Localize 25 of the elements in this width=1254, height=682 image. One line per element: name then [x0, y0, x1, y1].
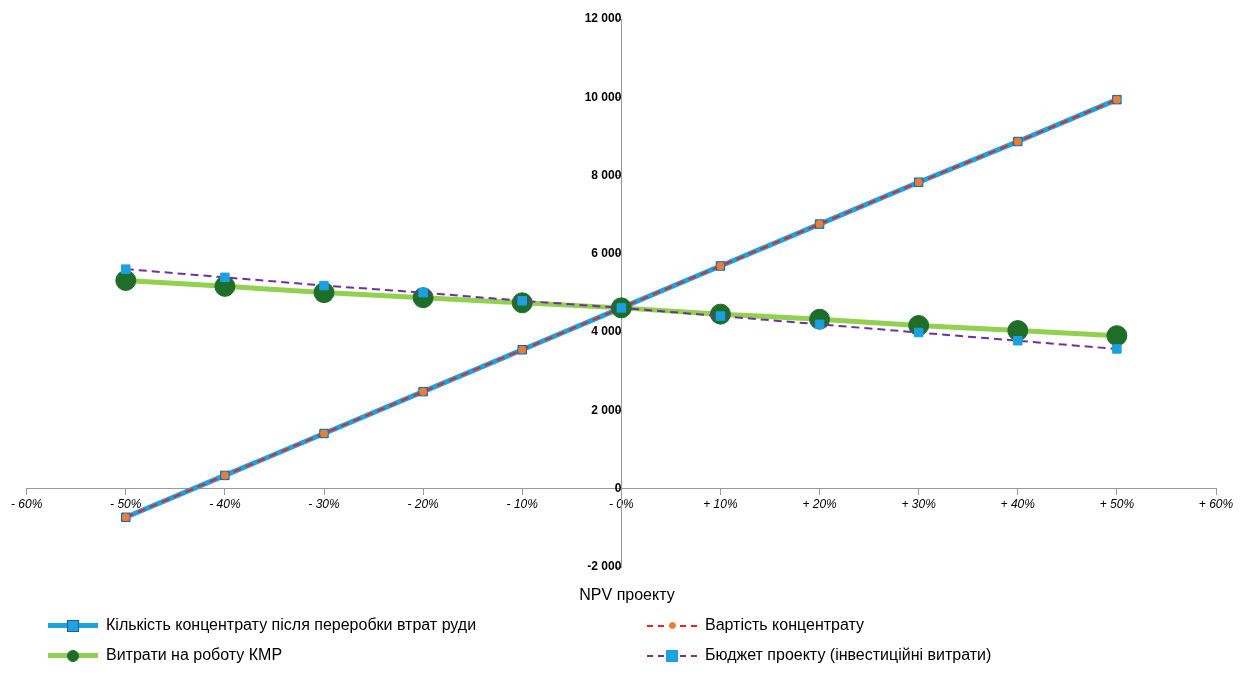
x-tick-label: + 50% — [1099, 497, 1135, 512]
y-tick-label: 0 — [614, 481, 622, 496]
y-tick-label: 2 000 — [591, 402, 622, 417]
x-tick-label: + 30% — [901, 497, 937, 512]
legend-label: Витрати на роботу КМР — [106, 646, 283, 663]
y-tick-label: 6 000 — [591, 246, 622, 261]
x-tick-label: + 20% — [802, 497, 838, 512]
y-tick-label: 10 000 — [584, 89, 622, 104]
x-tick-label: - 10% — [506, 497, 539, 512]
legend-label: Вартість концентрату — [705, 616, 865, 633]
y-tick-label: 12 000 — [584, 11, 622, 26]
x-tick-label: - 30% — [308, 497, 340, 512]
x-axis-title: NPV проекту — [578, 586, 676, 604]
x-tick-label: + 40% — [1000, 497, 1036, 512]
x-tick-label: - 20% — [407, 497, 440, 512]
x-tick-label: - 40% — [209, 497, 241, 512]
legend-label: Бюджет проекту (інвестиційні витрати) — [705, 646, 992, 663]
x-tick-label: - 50% — [110, 497, 142, 512]
legend-label: Кількість концентрату після переробки втрат руди — [106, 616, 477, 633]
x-tick-label: + 10% — [703, 497, 738, 512]
y-tick-label: 4 000 — [591, 324, 622, 339]
y-tick-label: 8 000 — [591, 167, 622, 182]
x-tick-label: + 60% — [1198, 497, 1234, 512]
x-tick-label: - 60% — [10, 497, 43, 512]
y-tick-label: -2 000 — [587, 559, 622, 574]
